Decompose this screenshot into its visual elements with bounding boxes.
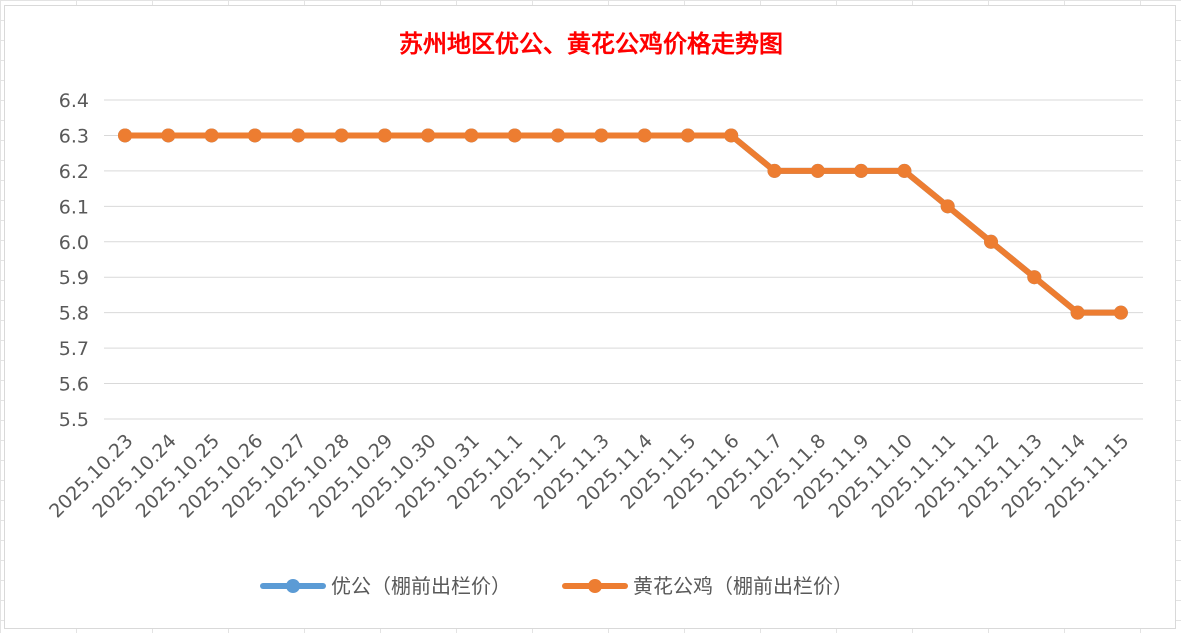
data-point[interactable]: [291, 128, 306, 143]
legend-marker: [588, 579, 602, 593]
data-point[interactable]: [767, 163, 782, 178]
data-point[interactable]: [854, 163, 869, 178]
legend-item-1[interactable]: 优公（棚前出栏价）: [260, 574, 511, 598]
data-point[interactable]: [161, 128, 176, 143]
data-point[interactable]: [594, 128, 609, 143]
series-line: [122, 132, 1124, 316]
y-tick-label: 6.2: [59, 161, 89, 183]
series-1: [118, 128, 1128, 320]
y-tick-label: 5.5: [59, 409, 89, 431]
data-point[interactable]: [247, 128, 262, 143]
y-tick-label: 5.9: [59, 267, 89, 289]
data-point[interactable]: [377, 128, 392, 143]
data-point[interactable]: [940, 199, 955, 214]
data-point[interactable]: [507, 128, 522, 143]
legend-marker: [286, 579, 300, 593]
data-point[interactable]: [464, 128, 479, 143]
y-tick-label: 6.0: [59, 232, 89, 254]
y-tick-label: 5.7: [59, 338, 89, 360]
data-point[interactable]: [1027, 270, 1042, 285]
data-point[interactable]: [680, 128, 695, 143]
legend-item-2[interactable]: 黄花公鸡（棚前出栏价）: [562, 574, 853, 598]
legend-label: 黄花公鸡（棚前出栏价）: [633, 574, 853, 598]
y-tick-label: 5.6: [59, 374, 89, 396]
series-2: [118, 128, 1128, 320]
chart-area[interactable]: 苏州地区优公、黄花公鸡价格走势图 6.4 6.3 6.2 6.1 6.0 5.9 5.8 5.…: [4, 5, 1176, 629]
data-point[interactable]: [334, 128, 349, 143]
data-point[interactable]: [897, 163, 912, 178]
legend-label: 优公（棚前出栏价）: [331, 574, 511, 598]
data-point[interactable]: [421, 128, 436, 143]
data-point[interactable]: [724, 128, 739, 143]
data-point[interactable]: [118, 128, 132, 143]
data-point[interactable]: [551, 128, 565, 143]
y-tick-label: 6.4: [59, 90, 89, 112]
data-point[interactable]: [637, 128, 652, 143]
data-point[interactable]: [1070, 305, 1085, 320]
data-point[interactable]: [1113, 305, 1128, 320]
y-tick-label: 6.3: [59, 125, 89, 147]
data-point[interactable]: [204, 128, 219, 143]
line-chart: 苏州地区优公、黄花公鸡价格走势图 6.4 6.3 6.2 6.1 6.0 5.9 5.8 5.…: [45, 29, 1143, 598]
y-tick-label: 5.8: [59, 303, 89, 325]
y-tick-label: 6.1: [59, 196, 89, 218]
chart-title: 苏州地区优公、黄花公鸡价格走势图: [399, 29, 783, 58]
data-point[interactable]: [810, 163, 825, 178]
data-point[interactable]: [984, 234, 998, 249]
